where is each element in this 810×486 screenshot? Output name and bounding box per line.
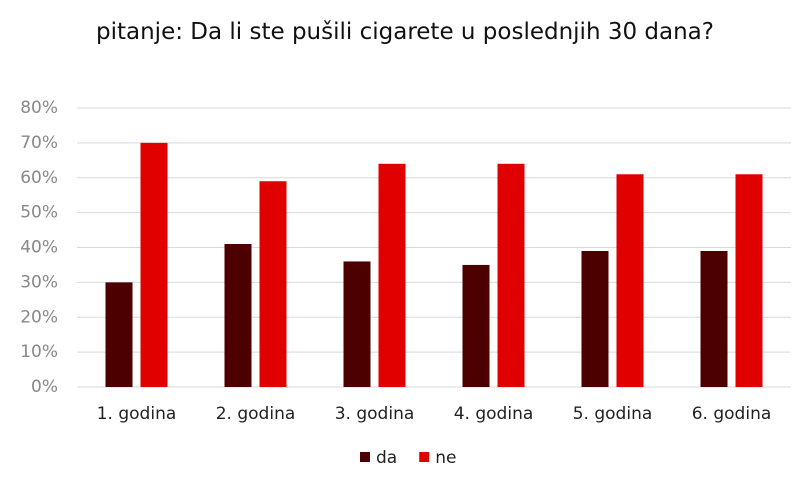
y-tick-label: 10% [20, 342, 58, 362]
x-tick-label: 6. godina [692, 404, 772, 424]
x-tick-label: 5. godina [573, 404, 653, 424]
legend-label: da [376, 448, 397, 468]
bar [140, 142, 168, 387]
chart-title: pitanje: Da li ste pušili cigarete u pos… [96, 19, 714, 45]
bar [735, 174, 763, 387]
y-tick-label: 40% [20, 238, 58, 258]
x-tick-label: 3. godina [335, 404, 415, 424]
x-tick-label: 2. godina [216, 404, 296, 424]
y-tick-label: 60% [20, 168, 58, 188]
bar [616, 174, 644, 387]
y-tick-label: 0% [31, 377, 58, 397]
bar [343, 261, 371, 387]
bar [105, 282, 133, 387]
bar [259, 181, 287, 387]
bar [224, 244, 252, 387]
legend-swatch [419, 452, 430, 462]
bar [700, 250, 728, 387]
bar [378, 163, 406, 387]
y-tick-label: 50% [20, 203, 58, 223]
y-tick-label: 20% [20, 307, 58, 327]
legend-label: ne [435, 448, 456, 468]
y-tick-label: 80% [20, 98, 58, 118]
bar [497, 163, 525, 387]
y-tick-label: 70% [20, 133, 58, 153]
x-tick-label: 4. godina [454, 404, 534, 424]
x-tick-label: 1. godina [97, 404, 177, 424]
bar [462, 264, 490, 387]
bar [581, 250, 609, 387]
legend-swatch [360, 452, 370, 462]
y-tick-label: 30% [20, 272, 58, 292]
